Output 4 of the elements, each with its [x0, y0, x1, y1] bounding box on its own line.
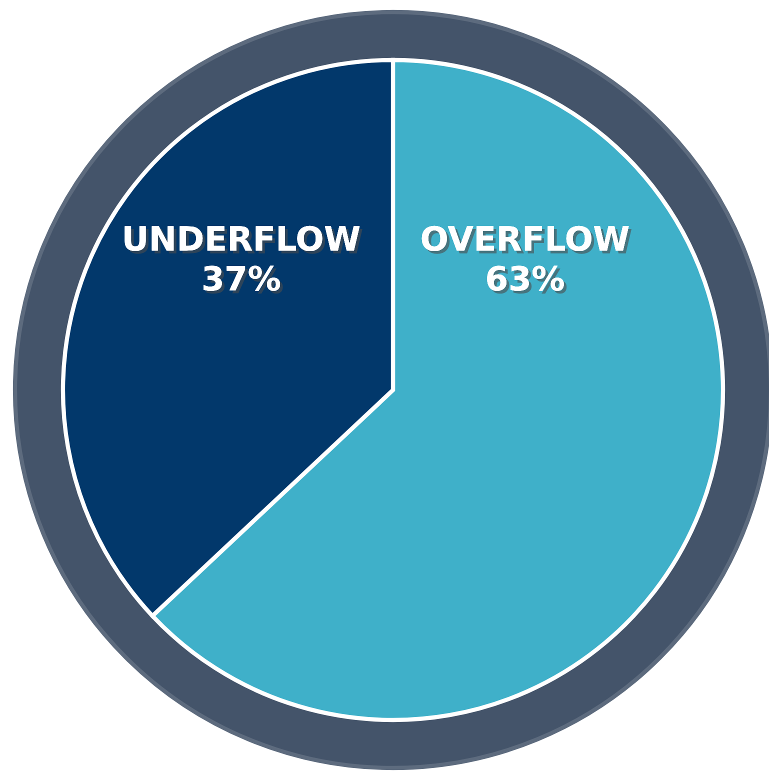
data-label: 63% [487, 266, 567, 294]
slice-label: OVERFLOW [422, 226, 632, 254]
slice-label: UNDERFLOW [124, 226, 362, 254]
data-label: 37% [204, 266, 283, 294]
